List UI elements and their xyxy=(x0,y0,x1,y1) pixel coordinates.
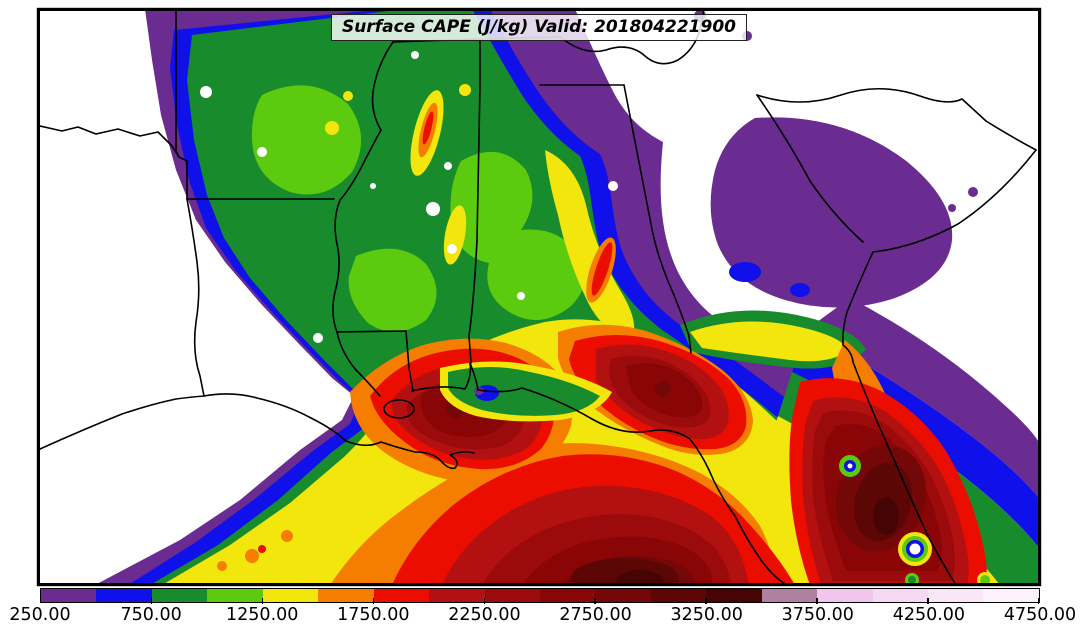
colorbar-tick xyxy=(483,598,485,604)
colorbar-segment xyxy=(706,589,762,602)
colorbar-segment xyxy=(539,589,596,602)
colorbar-segment xyxy=(151,589,208,602)
colorbar-segment xyxy=(817,589,873,602)
colorbar-tick-label: 4750.00 xyxy=(1003,605,1077,625)
colorbar-segment xyxy=(872,589,928,602)
colorbar-segment xyxy=(41,589,97,602)
colorbar-segment xyxy=(983,589,1039,602)
colorbar-tick xyxy=(816,598,818,604)
colorbar-tick-label: 2750.00 xyxy=(559,605,632,625)
colorbar-segment xyxy=(761,589,818,602)
colorbar-tick xyxy=(594,598,596,604)
colorbar-segment xyxy=(262,589,319,602)
colorbar-tick-label: 750.00 xyxy=(120,605,182,625)
map-plot-area: Surface CAPE (J/kg) Valid: 201804221900 xyxy=(36,7,1042,587)
colorbar-segment xyxy=(650,589,707,602)
colorbar-tick-labels: 250.00 750.00 1250.00 1750.00 2250.00 2750.00… xyxy=(9,605,1076,631)
colorbar-segment xyxy=(373,589,430,602)
map-title-box: Surface CAPE (J/kg) Valid: 201804221900 xyxy=(330,14,748,41)
cape-filled-contours xyxy=(98,11,1038,583)
colorbar-tick xyxy=(261,598,264,604)
state-borders xyxy=(40,11,1037,397)
colorbar-tick xyxy=(150,598,153,604)
colorbar-tick-label: 2250.00 xyxy=(448,605,521,625)
colorbar-segment xyxy=(595,589,651,602)
colorbar-tick-label: 1250.00 xyxy=(226,605,299,625)
colorbar-tick-label: 3750.00 xyxy=(781,605,854,625)
colorbar-segment xyxy=(207,589,263,602)
colorbar-tick-label: 250.00 xyxy=(9,605,71,625)
colorbar-tick-label: 4250.00 xyxy=(892,605,966,625)
colorbar-segment xyxy=(96,589,152,602)
colorbar-tick-label: 1750.00 xyxy=(337,605,410,625)
colorbar-tick-label: 3250.00 xyxy=(670,605,743,625)
colorbar xyxy=(40,588,1040,604)
colorbar-segment xyxy=(484,589,540,602)
colorbar-segment xyxy=(429,589,485,602)
colorbar-segment xyxy=(318,589,374,602)
map-frame-border xyxy=(36,7,1042,587)
colorbar-tick xyxy=(927,598,929,604)
map-title: Surface CAPE (J/kg) Valid: 201804221900 xyxy=(341,17,737,37)
coastlines xyxy=(40,149,1037,583)
colorbar-segment xyxy=(928,589,984,602)
lake-markers xyxy=(839,455,993,583)
colorbar-tick xyxy=(372,598,375,604)
colorbar-tick xyxy=(1038,598,1040,604)
colorbar-tick xyxy=(705,598,707,604)
